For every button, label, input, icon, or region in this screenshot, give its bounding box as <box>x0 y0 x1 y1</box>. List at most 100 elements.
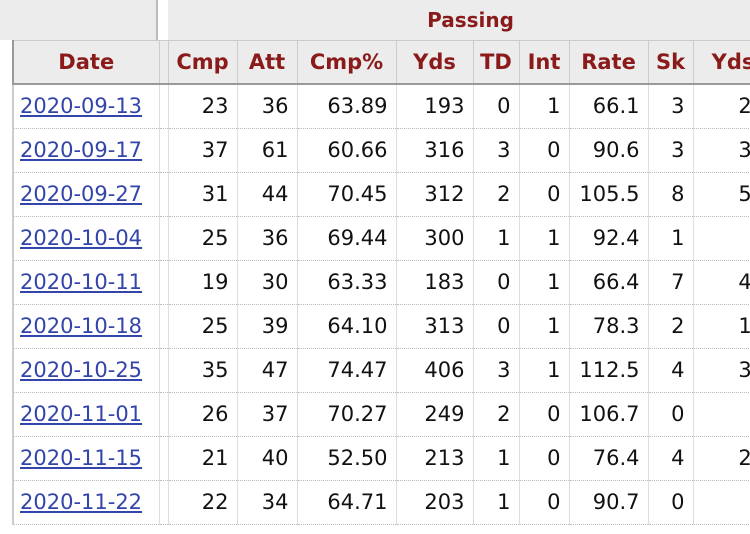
blank-header <box>13 0 168 41</box>
stat-cell: 406 <box>395 348 473 393</box>
stat-cell: 30 <box>236 260 297 305</box>
stat-cell: 2 <box>647 304 693 349</box>
date-link[interactable]: 2020-11-15 <box>20 446 143 470</box>
date-cell: 2020-10-11 <box>12 260 159 305</box>
date-link[interactable]: 2020-10-18 <box>20 314 143 338</box>
stat-cell: 105.5 <box>568 172 648 217</box>
date-link[interactable]: 2020-11-01 <box>20 402 143 426</box>
stat-cell: 13 <box>692 304 750 349</box>
stat-cell: 0 <box>692 392 750 437</box>
stat-cell: 40 <box>236 436 297 481</box>
stat-cell: 1 <box>647 216 693 261</box>
stat-cell: 37 <box>236 392 297 437</box>
stat-cell: 19 <box>167 260 237 305</box>
date-link[interactable]: 2020-09-27 <box>20 182 143 206</box>
stat-cell: 35 <box>692 348 750 393</box>
stat-cell: 36 <box>236 216 297 261</box>
gap-cell <box>158 260 168 305</box>
gap-cell <box>158 348 168 393</box>
date-link[interactable]: 2020-09-13 <box>20 94 143 119</box>
stat-cell: 112.5 <box>568 348 648 393</box>
stat-cell: 25 <box>167 304 237 349</box>
stat-cell: 44 <box>236 172 297 217</box>
gap-cell <box>158 480 168 525</box>
stat-cell: 1 <box>472 480 519 525</box>
stat-cell: 1 <box>472 436 519 481</box>
date-link[interactable]: 2020-10-25 <box>20 358 143 382</box>
stat-cell: 21 <box>167 436 237 481</box>
stat-cell: 70.45 <box>296 172 396 217</box>
stat-cell: 2 <box>472 172 519 217</box>
stat-cell: 70.27 <box>296 392 396 437</box>
column-header: Att <box>236 39 298 85</box>
stat-cell: 63.89 <box>296 84 396 129</box>
stat-cell: 39 <box>236 304 297 349</box>
stat-cell: 1 <box>518 304 569 349</box>
stat-cell: 52.50 <box>296 436 396 481</box>
gap-cell <box>158 172 168 217</box>
stat-cell: 1 <box>518 348 569 393</box>
stat-cell: 3 <box>647 128 693 173</box>
stats-table: Passing DateCmpAttCmp%YdsTDIntRateSkYds … <box>12 0 750 525</box>
stat-cell: 193 <box>395 84 473 129</box>
column-header: TD <box>472 39 520 85</box>
stat-cell: 249 <box>395 392 473 437</box>
table-body: 2020-09-13233663.891930166.13202020-09-1… <box>12 84 750 525</box>
stat-cell: 26 <box>167 392 237 437</box>
date-link[interactable]: 2020-10-11 <box>20 270 143 294</box>
stat-cell: 90.7 <box>568 480 648 525</box>
stat-cell: 4 <box>647 436 693 481</box>
stat-cell: 203 <box>395 480 473 525</box>
stat-cell: 64.10 <box>296 304 396 349</box>
stat-cell: 3 <box>472 348 519 393</box>
stat-cell: 74.47 <box>296 348 396 393</box>
stat-cell: 37 <box>167 128 237 173</box>
stat-cell: 36 <box>236 84 297 129</box>
column-header: Cmp <box>167 39 238 85</box>
stat-cell: 213 <box>395 436 473 481</box>
stat-cell: 300 <box>395 216 473 261</box>
stat-cell: 92.4 <box>568 216 648 261</box>
date-link[interactable]: 2020-10-04 <box>20 226 143 250</box>
column-header: Yds <box>692 39 750 85</box>
stat-cell: 106.7 <box>568 392 648 437</box>
column-header: Int <box>518 39 570 85</box>
stat-cell: 4 <box>647 348 693 393</box>
stat-cell: 1 <box>518 260 569 305</box>
stat-cell: 0 <box>472 304 519 349</box>
stat-cell: 313 <box>395 304 473 349</box>
date-cell: 2020-10-25 <box>12 348 159 393</box>
column-header: Sk <box>647 39 694 85</box>
stat-cell: 0 <box>647 480 693 525</box>
stat-cell: 0 <box>518 392 569 437</box>
stat-cell: 31 <box>167 172 237 217</box>
stat-cell: 56 <box>692 172 750 217</box>
date-link[interactable]: 2020-11-22 <box>20 490 143 514</box>
date-cell: 2020-09-13 <box>12 84 159 129</box>
stat-cell: 69.44 <box>296 216 396 261</box>
stat-cell: 3 <box>472 128 519 173</box>
stat-cell: 28 <box>692 436 750 481</box>
stat-cell: 0 <box>518 436 569 481</box>
stat-cell: 0 <box>518 128 569 173</box>
stat-cell: 66.1 <box>568 84 648 129</box>
gap-cell <box>158 216 168 261</box>
stat-cell: 3 <box>647 84 693 129</box>
stat-cell: 76.4 <box>568 436 648 481</box>
date-cell: 2020-10-04 <box>12 216 159 261</box>
stat-cell: 22 <box>167 480 237 525</box>
group-header: Passing <box>168 0 750 41</box>
gap-cell <box>158 84 168 129</box>
gap-cell <box>158 304 168 349</box>
date-link[interactable]: 2020-09-17 <box>20 138 143 162</box>
date-cell: 2020-09-17 <box>12 128 159 173</box>
stat-cell: 1 <box>518 216 569 261</box>
gap-header <box>158 39 169 85</box>
stat-cell: 25 <box>167 216 237 261</box>
date-cell: 2020-11-01 <box>12 392 159 437</box>
